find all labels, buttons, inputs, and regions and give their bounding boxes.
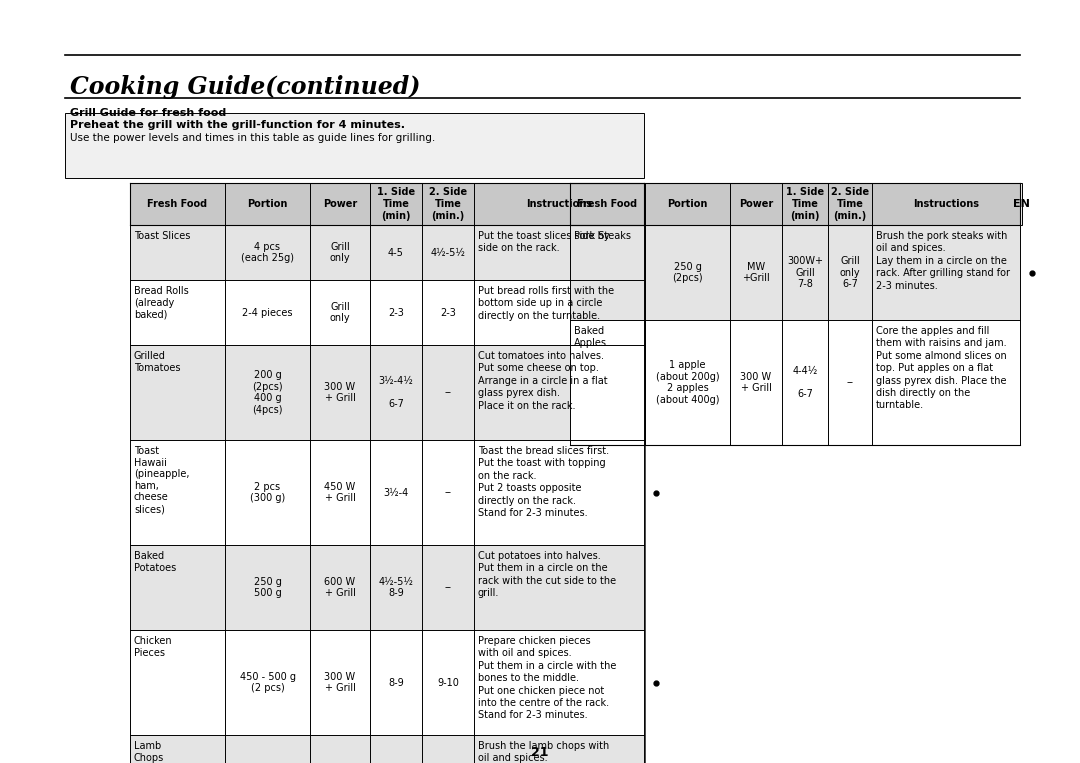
Text: Portion: Portion <box>247 199 287 209</box>
Text: Toast the bread slices first.
Put the toast with topping
on the rack.
Put 2 toas: Toast the bread slices first. Put the to… <box>478 446 609 518</box>
Text: 1 apple
(about 200g)
2 apples
(about 400g): 1 apple (about 200g) 2 apples (about 400… <box>656 360 719 405</box>
Text: Prepare chicken pieces
with oil and spices.
Put them in a circle with the
bones : Prepare chicken pieces with oil and spic… <box>478 636 617 720</box>
Text: --: -- <box>445 582 451 593</box>
Text: EN: EN <box>1013 199 1029 209</box>
Bar <box>130 630 644 735</box>
Text: Cut tomatoes into halves.
Put some cheese on top.
Arrange in a circle in a flat
: Cut tomatoes into halves. Put some chees… <box>478 351 608 410</box>
Text: 200 g
(2pcs)
400 g
(4pcs): 200 g (2pcs) 400 g (4pcs) <box>253 370 283 415</box>
Text: 250 g
(2pcs): 250 g (2pcs) <box>672 262 703 283</box>
Text: 9-10: 9-10 <box>437 678 459 687</box>
Bar <box>130 735 644 763</box>
Text: 3½-4: 3½-4 <box>383 488 408 497</box>
Text: Fresh Food: Fresh Food <box>578 199 637 209</box>
Text: Power: Power <box>739 199 773 209</box>
Text: Baked
Apples: Baked Apples <box>573 326 607 348</box>
Text: Baked
Potatoes: Baked Potatoes <box>134 551 176 572</box>
Text: 4 pcs
(each 25g): 4 pcs (each 25g) <box>241 242 294 263</box>
Text: Brush the lamb chops with
oil and spices.
Lay them in a circle on the
rack.
Afte: Brush the lamb chops with oil and spices… <box>478 741 609 763</box>
Text: 3½-4½

6-7: 3½-4½ 6-7 <box>379 376 414 409</box>
Text: --: -- <box>445 388 451 398</box>
Text: 2. Side
Time
(min.): 2. Side Time (min.) <box>831 188 869 221</box>
Text: 300W+
Grill
7-8: 300W+ Grill 7-8 <box>787 256 823 289</box>
Bar <box>65 113 644 178</box>
Text: 300 W
+ Grill: 300 W + Grill <box>324 671 355 694</box>
Text: 2 pcs
(300 g): 2 pcs (300 g) <box>249 481 285 504</box>
Text: 1. Side
Time
(min): 1. Side Time (min) <box>786 188 824 221</box>
Text: 4½-5½
8-9: 4½-5½ 8-9 <box>379 577 414 598</box>
Bar <box>130 545 644 630</box>
Bar <box>130 345 644 440</box>
Text: MW
+Grill: MW +Grill <box>742 262 770 283</box>
Text: Cooking Guide(continued): Cooking Guide(continued) <box>70 75 420 99</box>
Text: 1. Side
Time
(min): 1. Side Time (min) <box>377 188 415 221</box>
Text: Put the toast slices side by
side on the rack.: Put the toast slices side by side on the… <box>478 231 609 253</box>
Bar <box>130 440 644 545</box>
Bar <box>130 280 644 345</box>
Text: 450 - 500 g
(2 pcs): 450 - 500 g (2 pcs) <box>240 671 296 694</box>
Bar <box>130 225 644 280</box>
Text: Toast Slices: Toast Slices <box>134 231 190 241</box>
Text: 2. Side
Time
(min.): 2. Side Time (min.) <box>429 188 467 221</box>
Text: Grill
only: Grill only <box>329 301 350 324</box>
Text: Portion: Portion <box>667 199 707 209</box>
Bar <box>570 183 1020 225</box>
Text: 2-4 pieces: 2-4 pieces <box>242 307 293 317</box>
Text: Preheat the grill with the grill-function for 4 minutes.: Preheat the grill with the grill-functio… <box>70 120 405 130</box>
Bar <box>130 183 644 225</box>
Text: Cut potatoes into halves.
Put them in a circle on the
rack with the cut side to : Cut potatoes into halves. Put them in a … <box>478 551 616 598</box>
Text: Grill
only: Grill only <box>329 242 350 263</box>
Text: 4-4½

6-7: 4-4½ 6-7 <box>793 366 818 399</box>
Text: 21: 21 <box>531 745 549 758</box>
Text: 4½-5½: 4½-5½ <box>431 247 465 257</box>
Text: 2-3: 2-3 <box>388 307 404 317</box>
Text: Chicken
Pieces: Chicken Pieces <box>134 636 173 658</box>
Text: 2-3: 2-3 <box>440 307 456 317</box>
Text: 4-5: 4-5 <box>388 247 404 257</box>
Text: Put bread rolls first with the
bottom side up in a circle
directly on the turnta: Put bread rolls first with the bottom si… <box>478 286 615 320</box>
Text: Grill Guide for fresh food: Grill Guide for fresh food <box>70 108 226 118</box>
Text: 450 W
+ Grill: 450 W + Grill <box>324 481 355 504</box>
Bar <box>1020 183 1022 225</box>
Text: --: -- <box>445 488 451 497</box>
Text: Power: Power <box>323 199 357 209</box>
Text: Toast
Hawaii
(pineapple,
ham,
cheese
slices): Toast Hawaii (pineapple, ham, cheese sli… <box>134 446 189 514</box>
Text: Grill
only
6-7: Grill only 6-7 <box>839 256 861 289</box>
Text: Grilled
Tomatoes: Grilled Tomatoes <box>134 351 180 372</box>
Text: 8-9: 8-9 <box>388 678 404 687</box>
Text: Core the apples and fill
them with raisins and jam.
Put some almond slices on
to: Core the apples and fill them with raisi… <box>876 326 1007 410</box>
Text: Lamb
Chops
(medium): Lamb Chops (medium) <box>134 741 181 763</box>
Text: Instructions: Instructions <box>913 199 978 209</box>
Text: 600 W
+ Grill: 600 W + Grill <box>324 577 355 598</box>
Text: Instructions: Instructions <box>526 199 592 209</box>
Bar <box>570 320 1020 445</box>
Text: Pork Steaks: Pork Steaks <box>573 231 631 241</box>
Text: 300 W
+ Grill: 300 W + Grill <box>324 382 355 404</box>
Text: Bread Rolls
(already
baked): Bread Rolls (already baked) <box>134 286 189 319</box>
Text: 300 W
+ Grill: 300 W + Grill <box>741 372 771 393</box>
Text: Use the power levels and times in this table as guide lines for grilling.: Use the power levels and times in this t… <box>70 133 435 143</box>
Text: 250 g
500 g: 250 g 500 g <box>254 577 282 598</box>
Text: Brush the pork steaks with
oil and spices.
Lay them in a circle on the
rack. Aft: Brush the pork steaks with oil and spice… <box>876 231 1010 291</box>
Bar <box>570 225 1020 320</box>
Text: --: -- <box>847 378 853 388</box>
Text: Fresh Food: Fresh Food <box>148 199 207 209</box>
